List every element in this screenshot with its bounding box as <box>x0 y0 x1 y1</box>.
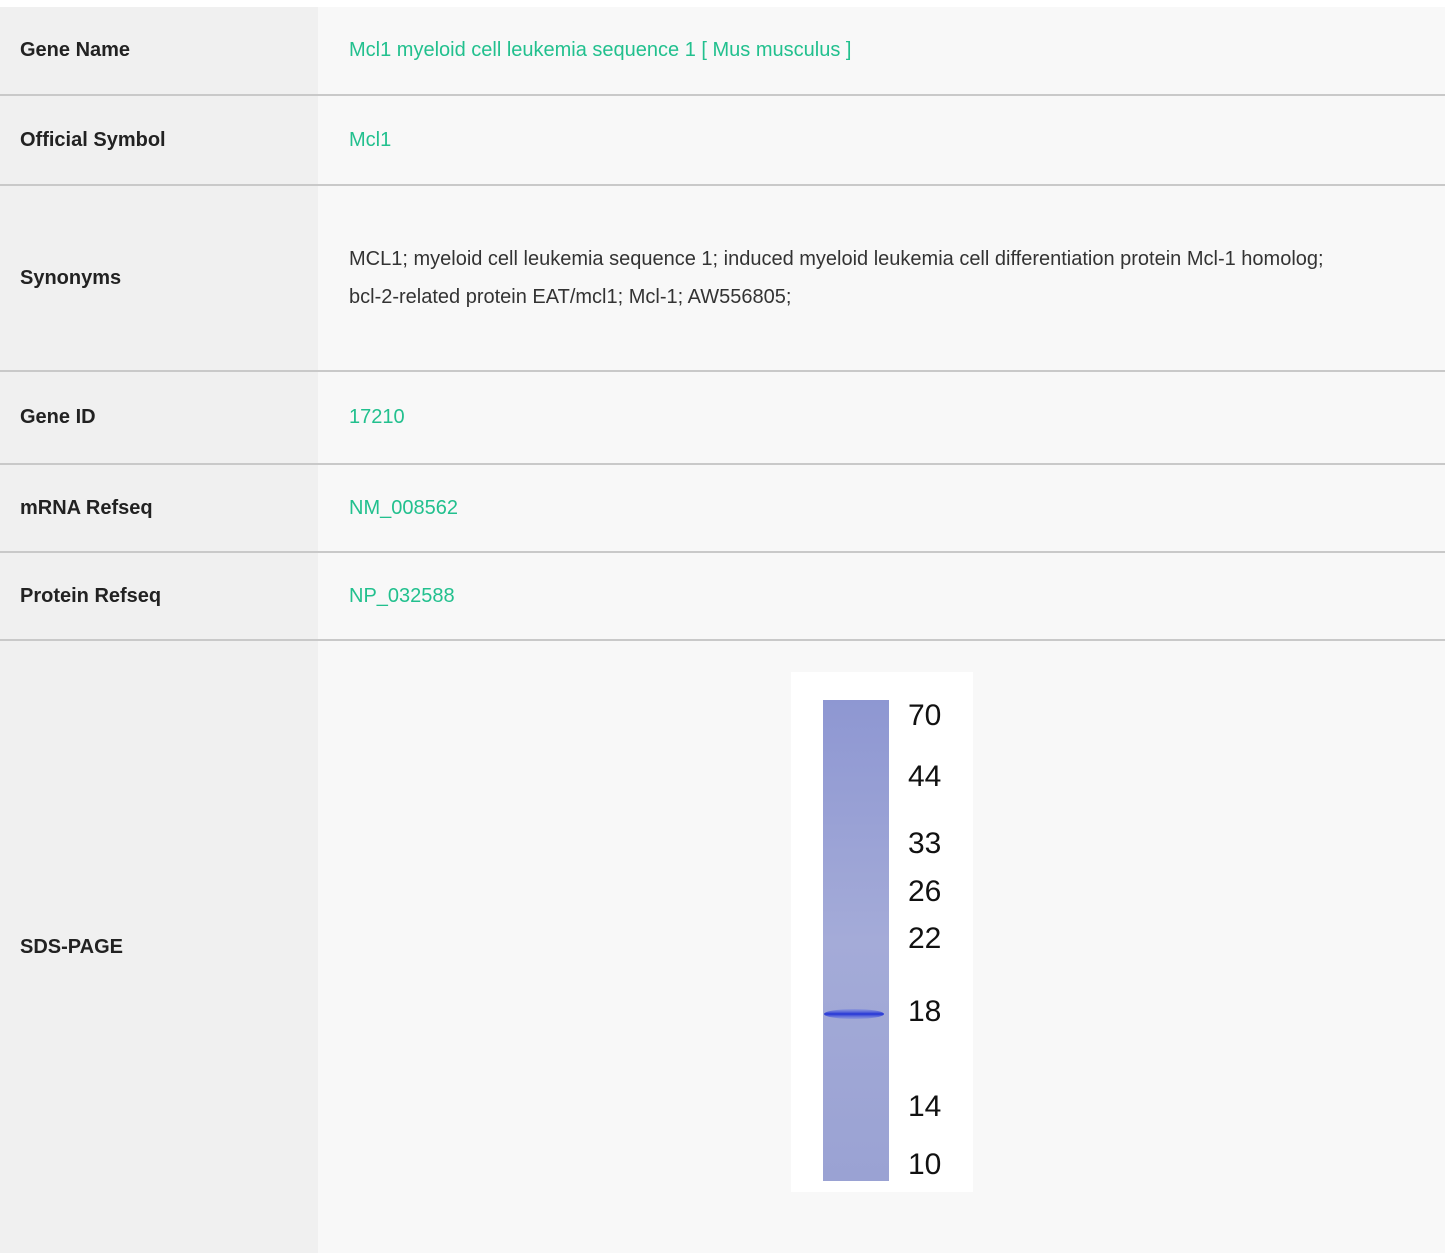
row: Official Symbol Mcl1 <box>0 96 1445 186</box>
gene-id-link[interactable]: 17210 <box>349 406 405 429</box>
value-cell: Mcl1 myeloid cell leukemia sequence 1 [ … <box>318 7 1445 94</box>
protein-band <box>824 1009 884 1019</box>
marker-label: 18 <box>908 995 941 1028</box>
gene-name-link[interactable]: Mcl1 myeloid cell leukemia sequence 1 [ … <box>349 39 851 62</box>
value-cell: 70 44 33 26 22 18 14 10 <box>318 641 1445 1253</box>
row: mRNA Refseq NM_008562 <box>0 465 1445 553</box>
marker-label: 26 <box>908 875 941 908</box>
marker-label: 33 <box>908 827 941 860</box>
label: Gene Name <box>0 7 318 94</box>
value-cell: NP_032588 <box>318 553 1445 639</box>
gel-image: 70 44 33 26 22 18 14 10 <box>791 672 973 1192</box>
marker-label: 22 <box>908 922 941 955</box>
mrna-link[interactable]: NM_008562 <box>349 497 458 520</box>
gene-table: Gene Name Mcl1 myeloid cell leukemia seq… <box>0 7 1445 1253</box>
value-cell: MCL1; myeloid cell leukemia sequence 1; … <box>318 186 1445 370</box>
label: Synonyms <box>0 186 318 370</box>
value-cell: NM_008562 <box>318 465 1445 551</box>
page: Gene Name Mcl1 myeloid cell leukemia seq… <box>0 0 1445 1253</box>
synonyms-text: MCL1; myeloid cell leukemia sequence 1; … <box>349 240 1324 316</box>
row: Gene Name Mcl1 myeloid cell leukemia seq… <box>0 7 1445 96</box>
value-cell: Mcl1 <box>318 96 1445 184</box>
row: Protein Refseq NP_032588 <box>0 553 1445 641</box>
marker-label: 14 <box>908 1090 941 1123</box>
marker-label: 10 <box>908 1148 941 1181</box>
label: Official Symbol <box>0 96 318 184</box>
gel-lane <box>823 700 889 1181</box>
marker-label: 70 <box>908 699 941 732</box>
label: Gene ID <box>0 372 318 463</box>
marker-label: 44 <box>908 760 941 793</box>
label: mRNA Refseq <box>0 465 318 551</box>
symbol-link[interactable]: Mcl1 <box>349 129 391 152</box>
label: Protein Refseq <box>0 553 318 639</box>
row: Gene ID 17210 <box>0 372 1445 465</box>
protein-link[interactable]: NP_032588 <box>349 585 455 608</box>
row: SDS-PAGE 70 44 33 <box>0 641 1445 1253</box>
row: Synonyms MCL1; myeloid cell leukemia seq… <box>0 186 1445 372</box>
label: SDS-PAGE <box>0 641 318 1253</box>
value-cell: 17210 <box>318 372 1445 463</box>
